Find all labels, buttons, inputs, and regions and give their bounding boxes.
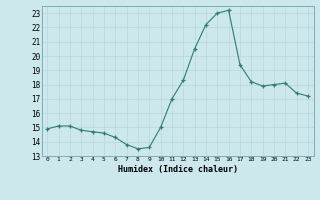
X-axis label: Humidex (Indice chaleur): Humidex (Indice chaleur) — [118, 165, 237, 174]
